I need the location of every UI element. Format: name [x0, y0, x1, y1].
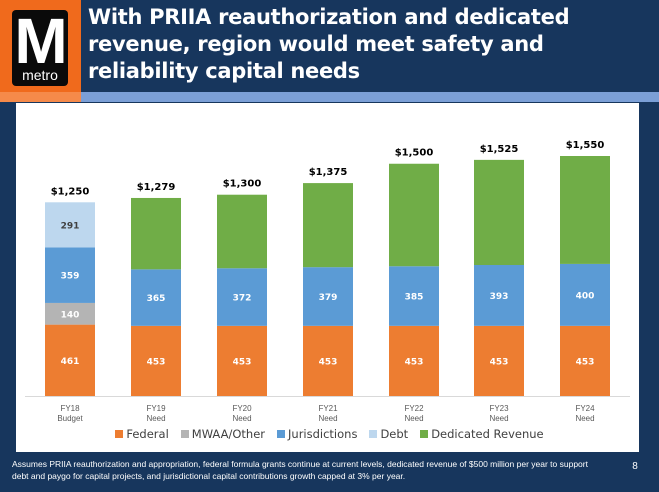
- accent-band: [81, 92, 659, 102]
- legend-swatch: [369, 430, 378, 438]
- bar-segment-federal: [474, 325, 524, 396]
- x-tick-label: FY18: [60, 404, 80, 413]
- logo-wordmark: metro: [22, 67, 58, 83]
- bar-segment-federal: [389, 325, 439, 396]
- x-tick-label: Need: [318, 414, 337, 423]
- legend-label: Debt: [380, 427, 409, 441]
- bar-segment-jurisdictions: [131, 269, 181, 326]
- bar-segment-dedicated-revenue: [474, 159, 524, 266]
- bar-segment-dedicated-revenue: [389, 163, 439, 267]
- legend-swatch: [277, 430, 286, 438]
- segment-value-label: 461: [61, 357, 80, 367]
- x-tick-label: Need: [146, 414, 165, 423]
- segment-value-label: 453: [490, 357, 509, 367]
- total-value-label: $1,300: [223, 179, 262, 190]
- bar-segment-dedicated-revenue: [131, 197, 181, 270]
- x-tick-label: FY22: [404, 404, 424, 413]
- x-tick-label: FY21: [318, 404, 338, 413]
- total-value-label: $1,375: [309, 167, 348, 178]
- legend-swatch: [115, 430, 124, 438]
- total-value-label: $1,500: [395, 148, 434, 159]
- legend-swatch: [420, 430, 429, 438]
- bar-segment-jurisdictions: [217, 268, 267, 326]
- metro-logo: M metro: [12, 5, 68, 86]
- total-value-label: $1,250: [51, 186, 90, 197]
- x-tick-label: FY20: [232, 404, 252, 413]
- x-tick-label: Need: [575, 414, 594, 423]
- bar-segment-dedicated-revenue: [217, 194, 267, 269]
- legend-swatch: [180, 430, 189, 438]
- total-value-label: $1,550: [566, 140, 605, 151]
- slide-title: With PRIIA reauthorization and dedicated…: [88, 5, 570, 83]
- bar-segment-dedicated-revenue: [303, 183, 353, 268]
- logo-mark: M: [14, 5, 67, 77]
- page-number: 8: [632, 461, 638, 472]
- bar-segment-debt: [45, 202, 95, 248]
- x-tick-label: Budget: [57, 414, 83, 423]
- segment-value-label: 365: [147, 294, 166, 304]
- legend-label: MWAA/Other: [191, 427, 266, 441]
- total-value-label: $1,525: [480, 144, 519, 155]
- segment-value-label: 453: [147, 357, 166, 367]
- legend-item: Debt: [369, 427, 408, 441]
- x-tick-label: FY23: [489, 404, 509, 413]
- legend-item: Federal: [115, 427, 169, 441]
- segment-value-label: 291: [61, 221, 80, 231]
- segment-value-label: 140: [61, 310, 80, 320]
- bar-segment-federal: [303, 325, 353, 396]
- bar-segment-jurisdictions: [560, 263, 610, 326]
- bar-segment-mwaa-other: [45, 302, 95, 325]
- bar-segment-federal: [45, 324, 95, 396]
- segment-value-label: 379: [319, 293, 338, 303]
- x-tick-label: FY24: [575, 404, 595, 413]
- bar-segment-federal: [560, 325, 610, 396]
- x-tick-label: Need: [404, 414, 423, 423]
- legend-item: Dedicated Revenue: [420, 427, 544, 441]
- legend-item: MWAA/Other: [180, 427, 266, 441]
- bar-segment-jurisdictions: [389, 266, 439, 326]
- bar-segment-jurisdictions: [45, 247, 95, 303]
- legend-label: Jurisdictions: [288, 427, 358, 441]
- bar-segment-jurisdictions: [474, 265, 524, 326]
- bar-segment-dedicated-revenue: [560, 156, 610, 264]
- bar-segment-federal: [217, 325, 267, 396]
- segment-value-label: 453: [319, 357, 338, 367]
- chart-legend: Federal MWAA/Other Jurisdictions Debt Dedica…: [0, 427, 659, 441]
- x-tick-label: FY19: [146, 404, 166, 413]
- segment-value-label: 453: [576, 357, 595, 367]
- segment-value-label: 359: [61, 272, 80, 282]
- total-value-label: $1,279: [137, 182, 176, 193]
- footnote: Assumes PRIIA reauthorization and approp…: [12, 459, 588, 481]
- bar-segment-federal: [131, 325, 181, 396]
- x-tick-label: Need: [489, 414, 508, 423]
- segment-value-label: 453: [233, 357, 252, 367]
- segment-value-label: 400: [576, 291, 595, 301]
- legend-item: Jurisdictions: [277, 427, 357, 441]
- legend-label: Federal: [126, 427, 169, 441]
- logo-band-lower: [0, 92, 81, 102]
- segment-value-label: 393: [490, 292, 509, 302]
- segment-value-label: 372: [233, 294, 252, 304]
- x-tick-label: Need: [232, 414, 251, 423]
- bar-segment-jurisdictions: [303, 267, 353, 326]
- segment-value-label: 453: [405, 357, 424, 367]
- segment-value-label: 385: [405, 293, 424, 303]
- legend-label: Dedicated Revenue: [431, 427, 544, 441]
